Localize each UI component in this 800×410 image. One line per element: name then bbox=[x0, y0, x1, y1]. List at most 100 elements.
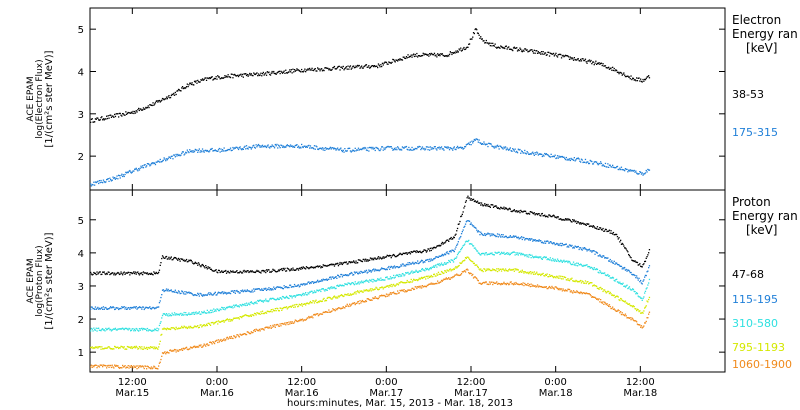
data-point bbox=[584, 292, 586, 294]
data-point bbox=[242, 148, 244, 150]
data-point bbox=[369, 288, 372, 290]
data-point bbox=[290, 145, 292, 147]
data-point bbox=[599, 227, 601, 229]
data-point bbox=[233, 271, 236, 273]
data-point bbox=[619, 281, 621, 283]
data-point bbox=[143, 164, 145, 166]
data-point bbox=[450, 236, 452, 239]
data-point bbox=[600, 299, 602, 301]
data-point bbox=[102, 308, 104, 310]
data-point bbox=[549, 52, 551, 54]
data-point bbox=[573, 57, 575, 59]
data-point bbox=[90, 364, 93, 366]
data-point bbox=[489, 252, 491, 254]
data-point bbox=[512, 148, 514, 150]
data-point bbox=[205, 266, 208, 269]
data-point bbox=[644, 79, 647, 81]
data-point bbox=[575, 291, 577, 294]
data-point bbox=[350, 304, 352, 306]
data-point bbox=[224, 75, 226, 77]
data-point bbox=[169, 349, 171, 352]
data-point bbox=[361, 300, 363, 303]
data-point bbox=[133, 170, 135, 172]
data-point bbox=[533, 154, 535, 156]
data-point bbox=[345, 66, 348, 68]
data-point bbox=[568, 244, 571, 246]
data-point bbox=[202, 264, 204, 267]
data-point bbox=[564, 158, 567, 161]
data-point bbox=[464, 225, 466, 227]
data-point bbox=[391, 292, 393, 294]
data-point bbox=[169, 289, 172, 292]
data-point bbox=[536, 214, 539, 216]
data-point bbox=[462, 211, 464, 213]
data-point bbox=[237, 272, 239, 274]
data-point bbox=[95, 118, 97, 120]
data-point bbox=[141, 272, 143, 274]
data-point bbox=[592, 61, 594, 63]
data-point bbox=[551, 274, 553, 277]
data-point bbox=[263, 74, 265, 76]
data-point bbox=[621, 312, 623, 314]
data-point bbox=[240, 304, 242, 306]
data-point bbox=[476, 264, 478, 266]
data-point bbox=[239, 292, 241, 294]
data-point bbox=[264, 145, 266, 147]
data-point bbox=[339, 276, 341, 278]
data-point bbox=[161, 352, 164, 354]
data-point bbox=[235, 317, 237, 319]
data-point bbox=[369, 147, 372, 149]
data-point bbox=[627, 269, 629, 271]
data-point bbox=[340, 147, 342, 149]
data-point bbox=[602, 290, 604, 293]
data-point bbox=[235, 304, 237, 306]
data-point bbox=[377, 269, 380, 271]
data-point bbox=[165, 353, 167, 355]
data-point bbox=[355, 271, 357, 273]
data-point bbox=[422, 277, 424, 279]
data-point bbox=[435, 256, 437, 258]
data-point bbox=[504, 270, 506, 272]
data-point bbox=[150, 104, 153, 106]
data-point bbox=[384, 286, 386, 288]
data-point bbox=[532, 212, 534, 214]
data-point bbox=[433, 258, 435, 260]
data-point bbox=[413, 288, 415, 291]
data-point bbox=[592, 61, 595, 63]
data-point bbox=[358, 292, 360, 294]
data-point bbox=[348, 274, 350, 276]
data-point bbox=[98, 366, 101, 368]
data-point bbox=[486, 268, 488, 270]
data-point bbox=[571, 221, 573, 223]
data-point bbox=[633, 169, 635, 172]
data-point bbox=[325, 288, 327, 291]
data-point bbox=[520, 236, 523, 238]
data-point bbox=[539, 256, 541, 259]
data-point bbox=[511, 283, 513, 285]
data-point bbox=[598, 255, 600, 257]
data-point bbox=[644, 274, 647, 277]
data-point bbox=[309, 267, 311, 269]
data-point bbox=[240, 334, 242, 336]
x-tick-time-4: 12:00 bbox=[457, 377, 486, 388]
data-point bbox=[249, 270, 252, 272]
data-point bbox=[197, 312, 200, 314]
data-point bbox=[361, 65, 363, 67]
data-point bbox=[97, 327, 99, 330]
data-point bbox=[214, 78, 216, 80]
data-point bbox=[515, 252, 517, 254]
data-point bbox=[497, 236, 499, 238]
data-point bbox=[111, 179, 113, 181]
data-point bbox=[191, 293, 193, 295]
data-point bbox=[345, 293, 347, 296]
data-point bbox=[470, 260, 472, 262]
data-point bbox=[304, 303, 306, 305]
data-point bbox=[536, 284, 539, 286]
data-point bbox=[430, 52, 432, 55]
data-point bbox=[240, 271, 242, 273]
data-point bbox=[259, 74, 261, 76]
data-point bbox=[121, 306, 123, 308]
data-point bbox=[321, 300, 324, 302]
data-point bbox=[282, 288, 284, 290]
data-point bbox=[422, 286, 424, 288]
